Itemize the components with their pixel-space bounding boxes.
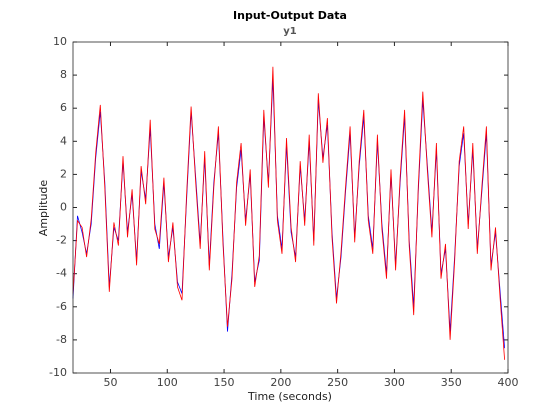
x-tick-label: 350	[441, 376, 462, 389]
y-tick-label: 6	[60, 101, 67, 114]
chart-title: Input-Output Data	[233, 9, 347, 22]
y-tick-label: 0	[60, 201, 67, 214]
x-tick-label: 250	[327, 376, 348, 389]
x-tick-label: 150	[214, 376, 235, 389]
y-tick-label: -8	[56, 333, 67, 346]
axes-box	[72, 41, 509, 374]
y-tick-label: 8	[60, 68, 67, 81]
x-axis-label: Time (seconds)	[247, 390, 332, 403]
x-tick-label: 50	[103, 376, 117, 389]
x-tick-label: 300	[384, 376, 405, 389]
y-tick-label: -4	[56, 267, 67, 280]
y-tick-label: 4	[60, 134, 67, 147]
chart-subtitle: y1	[283, 26, 297, 37]
y-tick-label: -10	[49, 366, 67, 379]
x-tick-label: 400	[498, 376, 519, 389]
y-tick-label: -2	[56, 234, 67, 247]
plot-area	[73, 42, 508, 373]
x-tick-label: 200	[270, 376, 291, 389]
y-tick-label: -6	[56, 300, 67, 313]
data-line	[72, 66, 505, 360]
x-tick-label: 100	[157, 376, 178, 389]
y-tick-label: 10	[53, 35, 67, 48]
y-tick-label: 2	[60, 167, 67, 180]
y-axis-label: Amplitude	[37, 180, 50, 237]
